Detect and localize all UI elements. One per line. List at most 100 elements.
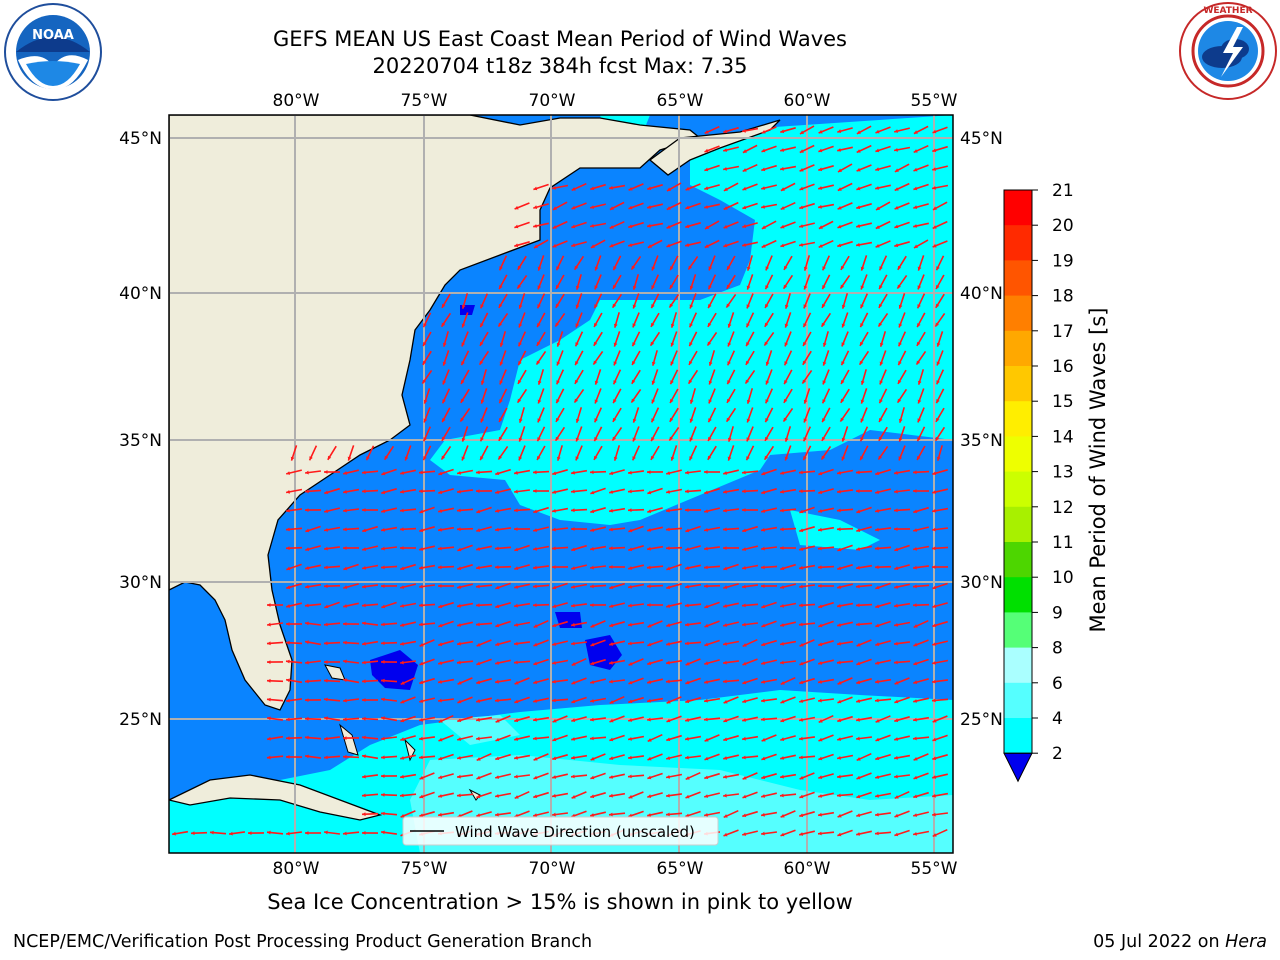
wind-wave-arrow-head bbox=[343, 585, 348, 589]
wind-wave-arrow-head bbox=[362, 793, 366, 798]
wind-wave-arrow-head bbox=[856, 224, 861, 228]
wind-wave-arrow-head bbox=[609, 812, 613, 817]
wind-wave-arrow-head bbox=[594, 380, 599, 385]
wind-wave-arrow-head bbox=[575, 437, 580, 442]
wind-wave-arrow-head bbox=[628, 603, 632, 608]
wind-wave-arrow-head bbox=[708, 380, 713, 385]
wind-wave-arrow-head bbox=[438, 775, 443, 779]
wind-wave-arrow-head bbox=[913, 584, 917, 589]
wind-wave-arrow-head bbox=[936, 380, 940, 385]
wind-wave-arrow-head bbox=[476, 775, 481, 780]
wind-wave-arrow-head bbox=[343, 489, 347, 494]
wind-wave-arrow-head bbox=[894, 795, 899, 799]
wind-wave-arrow-head bbox=[764, 455, 769, 460]
wind-wave-arrow-head bbox=[590, 699, 594, 703]
wind-wave-arrow-head bbox=[856, 547, 860, 551]
wind-wave-arrow-head bbox=[803, 285, 808, 290]
wind-wave-arrow-head bbox=[518, 304, 523, 309]
colorbar-label: Mean Period of Wind Waves [s] bbox=[1086, 308, 1110, 633]
colorbar-tick-label: 14 bbox=[1052, 427, 1074, 447]
wind-wave-arrow-head bbox=[552, 546, 556, 551]
wind-wave-arrow-head bbox=[571, 795, 576, 799]
wind-wave-arrow-head bbox=[803, 418, 808, 423]
wind-wave-arrow-head bbox=[708, 437, 712, 441]
wind-wave-arrow-head bbox=[841, 304, 846, 309]
wind-wave-arrow-head bbox=[742, 680, 747, 685]
wind-wave-arrow-head bbox=[894, 470, 898, 475]
wind-wave-arrow-head bbox=[765, 361, 770, 366]
wind-wave-arrow-head bbox=[765, 399, 769, 404]
wind-wave-arrow-head bbox=[457, 718, 462, 723]
wind-wave-arrow-head bbox=[552, 243, 557, 248]
wind-wave-arrow-head bbox=[590, 470, 594, 475]
wind-wave-arrow-head bbox=[875, 623, 880, 628]
wind-wave-arrow-head bbox=[480, 380, 485, 385]
wind-wave-arrow-head bbox=[727, 361, 731, 366]
wind-wave-arrow-head bbox=[761, 680, 765, 684]
wind-wave-arrow-head bbox=[723, 814, 728, 818]
wind-wave-arrow-head bbox=[381, 622, 385, 627]
wind-wave-arrow-head bbox=[457, 603, 461, 608]
wind-wave-arrow-head bbox=[689, 418, 694, 423]
wind-wave-arrow-head bbox=[571, 680, 576, 685]
wind-wave-arrow-head bbox=[442, 399, 446, 404]
wind-wave-arrow-head bbox=[499, 418, 503, 422]
wind-wave-arrow-head bbox=[913, 813, 918, 817]
wind-wave-arrow-head bbox=[837, 681, 842, 685]
wind-wave-arrow-head bbox=[860, 285, 865, 290]
wind-wave-arrow-head bbox=[742, 832, 747, 836]
wind-wave-arrow-head bbox=[894, 489, 898, 494]
wind-wave-arrow-head bbox=[932, 793, 936, 798]
wind-wave-arrow-head bbox=[461, 437, 466, 442]
wind-wave-arrow-head bbox=[647, 680, 652, 684]
wind-wave-arrow-head bbox=[480, 323, 484, 328]
wind-wave-arrow-head bbox=[514, 641, 518, 646]
wind-wave-arrow-head bbox=[898, 456, 903, 461]
wind-wave-arrow-head bbox=[419, 775, 424, 780]
wind-wave-arrow-head bbox=[780, 471, 784, 475]
wind-wave-arrow-head bbox=[860, 266, 865, 271]
wind-wave-arrow-head bbox=[476, 622, 480, 627]
wind-wave-arrow-head bbox=[818, 661, 823, 665]
wind-wave-arrow-head bbox=[575, 418, 580, 423]
wind-wave-arrow-head bbox=[609, 185, 613, 190]
wind-wave-arrow-head bbox=[689, 399, 694, 404]
wind-wave-arrow-head bbox=[914, 244, 918, 248]
wind-wave-arrow-head bbox=[875, 794, 879, 798]
wind-wave-arrow-head bbox=[536, 360, 541, 365]
wind-wave-arrow-head bbox=[518, 456, 523, 461]
wind-wave-arrow-head bbox=[362, 566, 366, 570]
wind-wave-arrow-head bbox=[609, 623, 614, 628]
wind-wave-arrow-head bbox=[723, 623, 728, 627]
wind-wave-arrow-head bbox=[932, 604, 937, 608]
wind-wave-arrow-head bbox=[267, 603, 271, 607]
wind-wave-arrow-head bbox=[822, 399, 826, 404]
wind-wave-arrow-head bbox=[537, 399, 542, 404]
wind-wave-arrow-head bbox=[856, 622, 860, 627]
wind-wave-arrow-head bbox=[780, 585, 785, 589]
wind-wave-arrow-head bbox=[704, 205, 708, 209]
wind-wave-arrow-head bbox=[609, 700, 614, 704]
wind-wave-arrow-head bbox=[381, 490, 386, 495]
wind-wave-arrow-head bbox=[898, 379, 902, 384]
wind-wave-arrow-head bbox=[419, 736, 423, 741]
wind-wave-arrow-head bbox=[875, 661, 879, 665]
wind-wave-arrow-head bbox=[704, 813, 708, 817]
wind-wave-arrow-head bbox=[400, 718, 405, 723]
wind-wave-arrow-head bbox=[727, 380, 731, 385]
wind-wave-arrow-head bbox=[856, 661, 861, 666]
wind-wave-arrow-head bbox=[381, 811, 385, 816]
wind-wave-arrow-head bbox=[324, 697, 328, 702]
wind-wave-arrow-head bbox=[685, 470, 689, 475]
wind-wave-arrow-head bbox=[343, 717, 347, 722]
wind-wave-arrow-head bbox=[495, 642, 500, 646]
wind-wave-arrow-head bbox=[784, 265, 788, 270]
wind-wave-arrow-head bbox=[780, 546, 784, 550]
wind-wave-arrow-head bbox=[612, 303, 617, 308]
wind-wave-arrow-head bbox=[742, 718, 746, 722]
wind-wave-arrow-head bbox=[533, 642, 538, 647]
wind-wave-arrow-head bbox=[765, 285, 769, 290]
wind-wave-arrow-head bbox=[172, 831, 176, 836]
wind-wave-arrow-head bbox=[419, 565, 423, 570]
wind-wave-arrow-head bbox=[707, 455, 712, 460]
